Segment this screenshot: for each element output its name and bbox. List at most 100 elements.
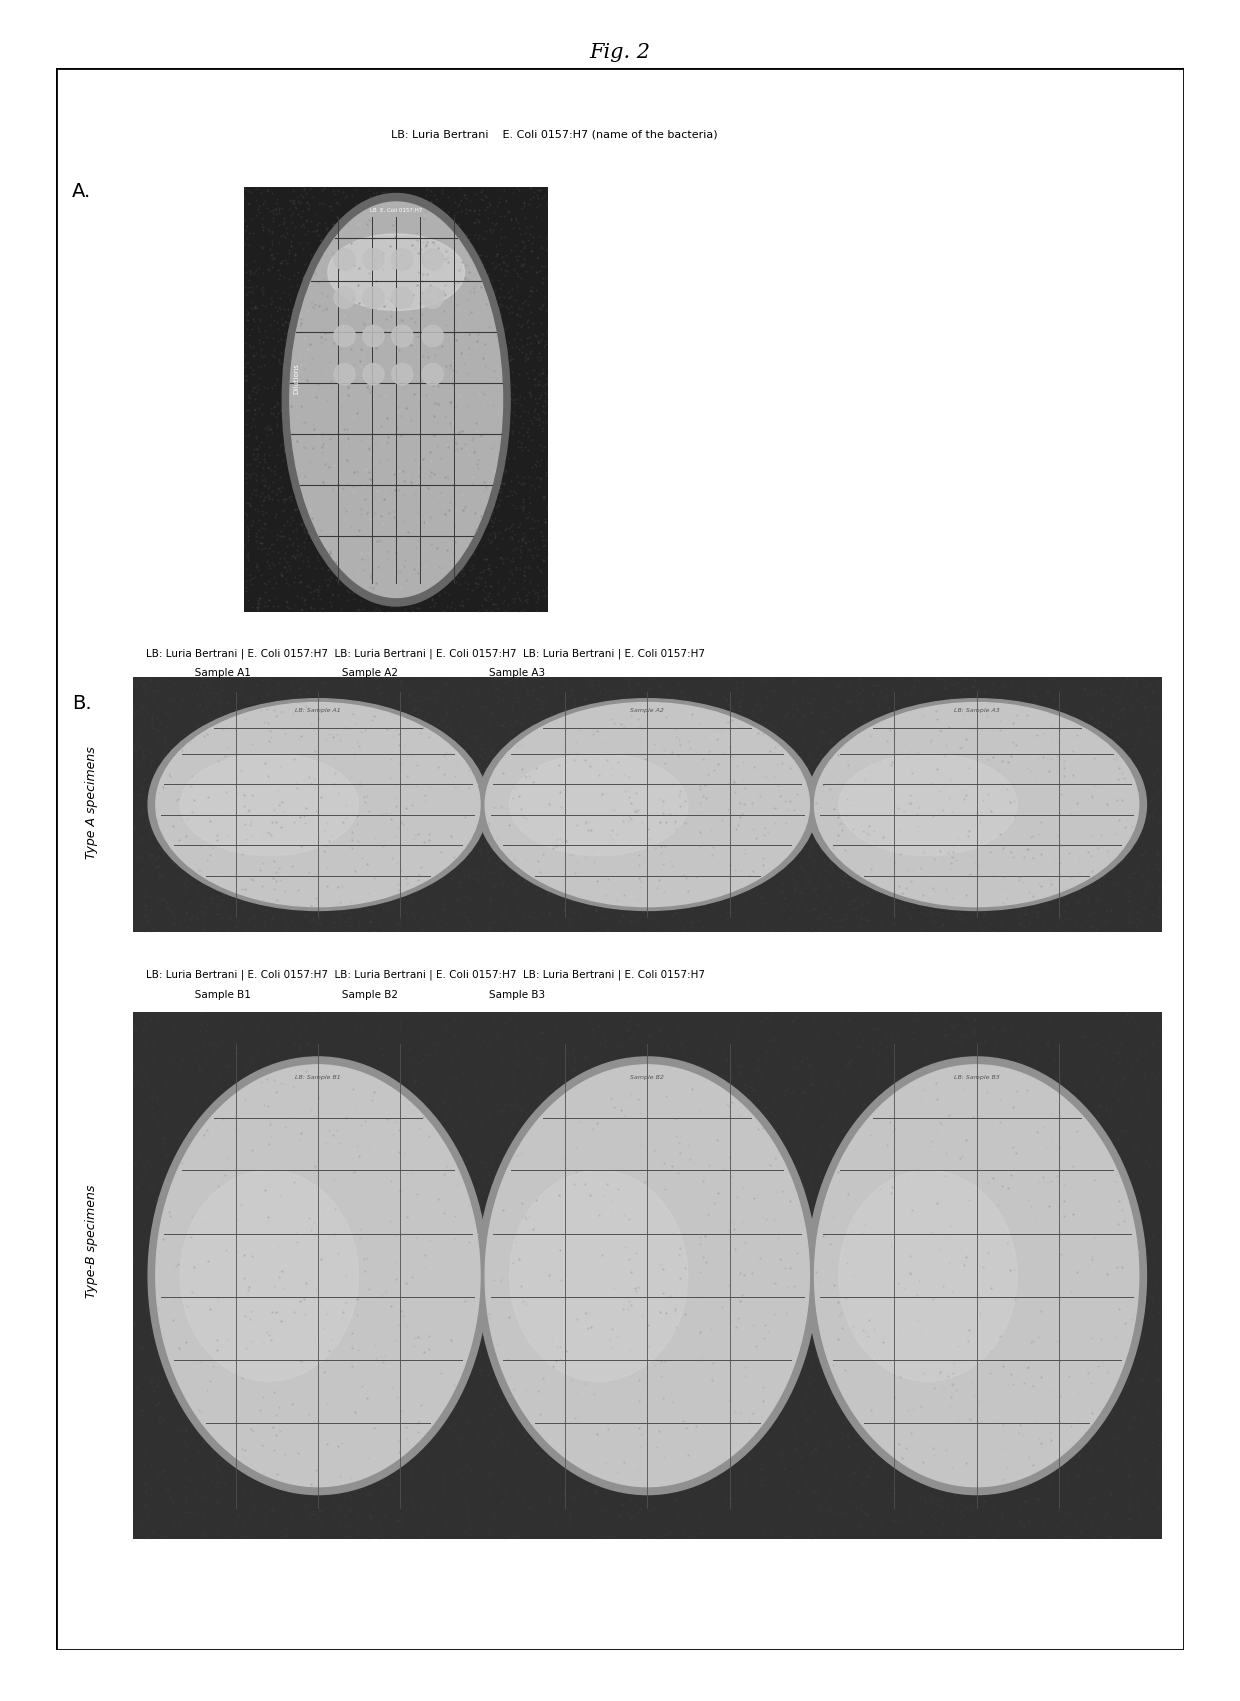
Point (291, 1407, 311, 1434)
Point (663, 1053, 683, 1080)
Point (247, 1209, 267, 1237)
Point (630, 874, 650, 902)
Point (765, 1102, 785, 1129)
Point (680, 686, 699, 713)
Point (262, 253, 281, 281)
Point (301, 769, 321, 796)
Point (963, 849, 983, 876)
Point (491, 820, 511, 847)
Point (264, 344, 284, 371)
Point (683, 878, 703, 905)
Point (181, 1152, 201, 1179)
Point (267, 699, 286, 726)
Text: B.: B. (72, 694, 92, 713)
Point (312, 868, 332, 895)
Point (229, 1461, 249, 1488)
Point (1121, 891, 1141, 919)
Point (241, 1480, 260, 1507)
Point (342, 857, 362, 885)
Point (1029, 743, 1049, 771)
Point (1042, 1427, 1061, 1454)
Point (321, 267, 341, 294)
Point (761, 1521, 781, 1548)
Point (1058, 816, 1078, 844)
Point (440, 502, 460, 529)
Point (693, 782, 713, 810)
Point (537, 573, 557, 600)
Point (644, 781, 663, 808)
Point (330, 304, 350, 332)
Point (508, 1407, 528, 1434)
Point (533, 743, 553, 771)
Point (255, 510, 275, 538)
Point (295, 362, 315, 390)
Point (1043, 737, 1063, 764)
Point (330, 730, 350, 757)
Point (1069, 847, 1089, 874)
Point (1028, 1400, 1048, 1427)
Point (314, 349, 334, 376)
Point (454, 1485, 474, 1512)
Point (952, 1267, 972, 1294)
Point (171, 827, 191, 854)
Point (1058, 793, 1078, 820)
Point (1102, 852, 1122, 879)
Point (228, 1123, 248, 1150)
Point (1047, 1345, 1066, 1373)
Point (966, 1029, 986, 1056)
Point (377, 546, 397, 573)
Point (456, 742, 476, 769)
Point (479, 1099, 498, 1126)
Point (322, 786, 342, 813)
Point (973, 1029, 993, 1056)
Point (981, 910, 1001, 937)
Point (414, 500, 434, 527)
Point (469, 201, 489, 228)
Point (334, 388, 353, 415)
Point (849, 1402, 869, 1429)
Point (680, 1055, 699, 1082)
Point (689, 1337, 709, 1364)
Point (190, 833, 210, 861)
Point (267, 410, 286, 437)
Point (184, 1310, 203, 1337)
Point (489, 864, 508, 891)
Point (689, 762, 709, 789)
Point (389, 390, 409, 417)
Point (1043, 765, 1063, 793)
Point (399, 330, 419, 357)
Point (162, 1182, 182, 1209)
Point (651, 1357, 671, 1385)
Point (157, 743, 177, 771)
Point (963, 714, 983, 742)
Point (556, 827, 575, 854)
Point (317, 854, 337, 881)
Point (1047, 1376, 1066, 1403)
Point (365, 522, 384, 549)
Point (489, 580, 508, 607)
Point (681, 1407, 701, 1434)
Point (1013, 1082, 1033, 1109)
Point (492, 711, 512, 738)
Point (379, 748, 399, 776)
Point (309, 1504, 329, 1531)
Point (534, 1286, 554, 1313)
Point (192, 1242, 212, 1269)
Point (1122, 1087, 1142, 1114)
Point (657, 1211, 677, 1238)
Point (963, 1383, 983, 1410)
Point (182, 745, 202, 772)
Point (805, 896, 825, 924)
Point (144, 1027, 164, 1055)
Point (455, 264, 475, 291)
Point (569, 1109, 589, 1136)
Point (472, 225, 492, 252)
Point (141, 842, 161, 869)
Point (1120, 908, 1140, 936)
Point (495, 919, 515, 946)
Point (224, 735, 244, 762)
Point (822, 1352, 842, 1380)
Point (402, 687, 422, 714)
Point (446, 747, 466, 774)
Point (621, 703, 641, 730)
